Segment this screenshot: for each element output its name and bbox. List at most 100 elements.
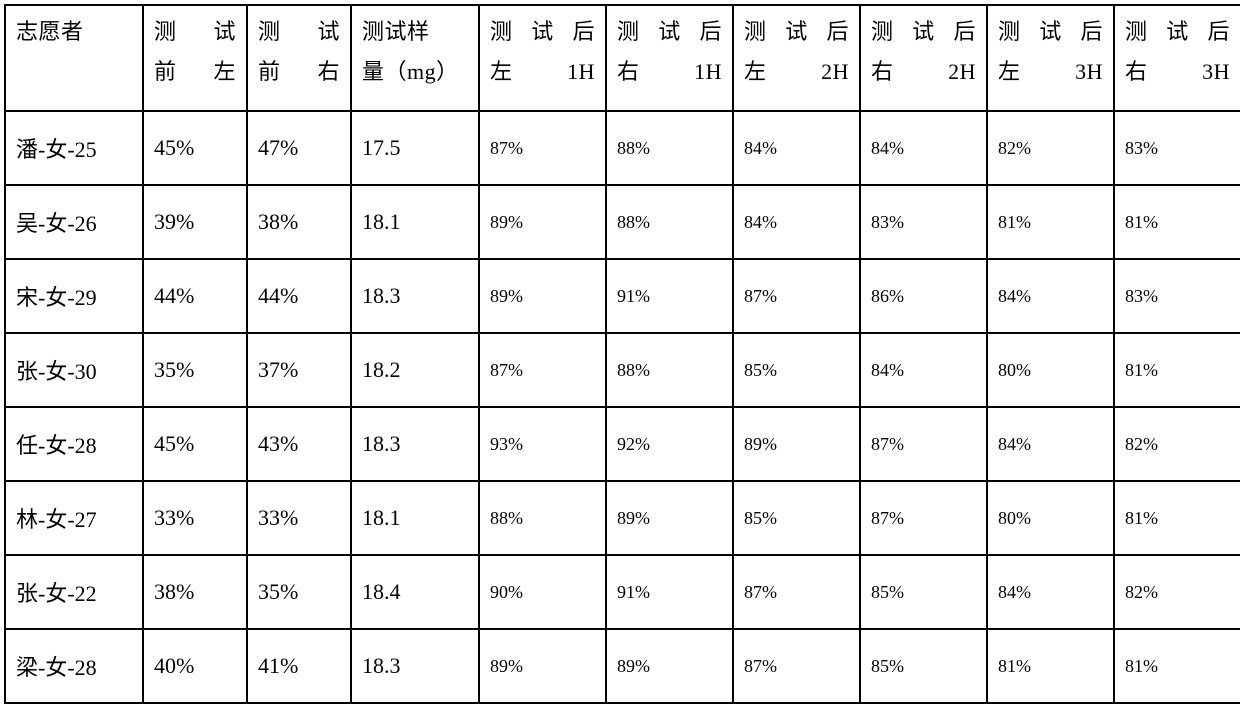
col-header: 测试后右 1H xyxy=(606,5,733,111)
table-wrapper: 志愿者 测试前左 测试前右 测试样量（mg） 测试后左 1H 测试后右 1H 测… xyxy=(0,0,1240,706)
table-cell: 18.1 xyxy=(351,481,479,555)
col-header: 测试后右 2H xyxy=(860,5,987,111)
table-cell: 89% xyxy=(479,185,606,259)
col-header: 测试后左 3H xyxy=(987,5,1114,111)
table-cell: 35% xyxy=(143,333,247,407)
table-cell: 87% xyxy=(860,481,987,555)
col-header: 志愿者 xyxy=(5,5,143,111)
table-row: 任-女-2845%43%18.393%92%89%87%84%82% xyxy=(5,407,1240,481)
table-cell: 88% xyxy=(606,111,733,185)
table-head: 志愿者 测试前左 测试前右 测试样量（mg） 测试后左 1H 测试后右 1H 测… xyxy=(5,5,1240,111)
table-cell: 84% xyxy=(733,111,860,185)
table-row: 张-女-3035%37%18.287%88%85%84%80%81% xyxy=(5,333,1240,407)
table-cell: 38% xyxy=(143,555,247,629)
table-cell: 89% xyxy=(606,481,733,555)
table-cell: 84% xyxy=(733,185,860,259)
table-cell: 88% xyxy=(479,481,606,555)
table-cell: 87% xyxy=(860,407,987,481)
table-cell: 81% xyxy=(1114,185,1240,259)
table-cell: 87% xyxy=(479,111,606,185)
table-cell: 林-女-27 xyxy=(5,481,143,555)
table-cell: 85% xyxy=(733,333,860,407)
table-cell: 81% xyxy=(987,629,1114,703)
table-cell: 89% xyxy=(479,629,606,703)
table-cell: 87% xyxy=(479,333,606,407)
table-cell: 18.3 xyxy=(351,407,479,481)
table-cell: 吴-女-26 xyxy=(5,185,143,259)
table-cell: 47% xyxy=(247,111,351,185)
table-cell: 80% xyxy=(987,481,1114,555)
table-cell: 45% xyxy=(143,407,247,481)
table-cell: 86% xyxy=(860,259,987,333)
table-cell: 83% xyxy=(860,185,987,259)
table-cell: 87% xyxy=(733,629,860,703)
table-cell: 84% xyxy=(987,259,1114,333)
table-cell: 18.1 xyxy=(351,185,479,259)
table-cell: 45% xyxy=(143,111,247,185)
col-header: 测试样量（mg） xyxy=(351,5,479,111)
table-cell: 84% xyxy=(860,333,987,407)
table-cell: 81% xyxy=(1114,629,1240,703)
table-cell: 87% xyxy=(733,259,860,333)
table-cell: 82% xyxy=(1114,555,1240,629)
table-cell: 87% xyxy=(733,555,860,629)
table-cell: 85% xyxy=(860,555,987,629)
table-cell: 88% xyxy=(606,333,733,407)
data-table: 志愿者 测试前左 测试前右 测试样量（mg） 测试后左 1H 测试后右 1H 测… xyxy=(4,4,1240,704)
table-cell: 梁-女-28 xyxy=(5,629,143,703)
table-cell: 88% xyxy=(606,185,733,259)
table-cell: 18.2 xyxy=(351,333,479,407)
table-cell: 17.5 xyxy=(351,111,479,185)
table-cell: 84% xyxy=(860,111,987,185)
table-row: 梁-女-2840%41%18.389%89%87%85%81%81% xyxy=(5,629,1240,703)
table-cell: 92% xyxy=(606,407,733,481)
table-cell: 80% xyxy=(987,333,1114,407)
table-cell: 83% xyxy=(1114,111,1240,185)
header-row: 志愿者 测试前左 测试前右 测试样量（mg） 测试后左 1H 测试后右 1H 测… xyxy=(5,5,1240,111)
table-cell: 33% xyxy=(143,481,247,555)
col-header: 测试前左 xyxy=(143,5,247,111)
table-cell: 35% xyxy=(247,555,351,629)
col-header: 测试后右 3H xyxy=(1114,5,1240,111)
table-cell: 84% xyxy=(987,555,1114,629)
table-cell: 41% xyxy=(247,629,351,703)
table-cell: 37% xyxy=(247,333,351,407)
table-cell: 85% xyxy=(860,629,987,703)
table-row: 吴-女-2639%38%18.189%88%84%83%81%81% xyxy=(5,185,1240,259)
table-cell: 18.3 xyxy=(351,629,479,703)
table-cell: 89% xyxy=(479,259,606,333)
table-cell: 44% xyxy=(143,259,247,333)
table-cell: 89% xyxy=(606,629,733,703)
table-cell: 81% xyxy=(1114,481,1240,555)
table-row: 张-女-2238%35%18.490%91%87%85%84%82% xyxy=(5,555,1240,629)
table-row: 宋-女-2944%44%18.389%91%87%86%84%83% xyxy=(5,259,1240,333)
col-header: 测试前右 xyxy=(247,5,351,111)
table-cell: 39% xyxy=(143,185,247,259)
table-cell: 宋-女-29 xyxy=(5,259,143,333)
table-cell: 38% xyxy=(247,185,351,259)
table-cell: 82% xyxy=(987,111,1114,185)
table-cell: 43% xyxy=(247,407,351,481)
table-cell: 44% xyxy=(247,259,351,333)
col-header: 测试后左 1H xyxy=(479,5,606,111)
table-cell: 85% xyxy=(733,481,860,555)
table-cell: 张-女-22 xyxy=(5,555,143,629)
table-cell: 93% xyxy=(479,407,606,481)
table-cell: 81% xyxy=(1114,333,1240,407)
table-cell: 89% xyxy=(733,407,860,481)
table-cell: 18.4 xyxy=(351,555,479,629)
table-cell: 33% xyxy=(247,481,351,555)
table-cell: 82% xyxy=(1114,407,1240,481)
table-cell: 91% xyxy=(606,259,733,333)
table-cell: 张-女-30 xyxy=(5,333,143,407)
table-cell: 84% xyxy=(987,407,1114,481)
table-row: 潘-女-2545%47%17.587%88%84%84%82%83% xyxy=(5,111,1240,185)
table-cell: 任-女-28 xyxy=(5,407,143,481)
table-cell: 潘-女-25 xyxy=(5,111,143,185)
table-row: 林-女-2733%33%18.188%89%85%87%80%81% xyxy=(5,481,1240,555)
table-cell: 18.3 xyxy=(351,259,479,333)
table-cell: 83% xyxy=(1114,259,1240,333)
table-cell: 40% xyxy=(143,629,247,703)
col-header: 测试后左 2H xyxy=(733,5,860,111)
table-body: 潘-女-2545%47%17.587%88%84%84%82%83%吴-女-26… xyxy=(5,111,1240,703)
